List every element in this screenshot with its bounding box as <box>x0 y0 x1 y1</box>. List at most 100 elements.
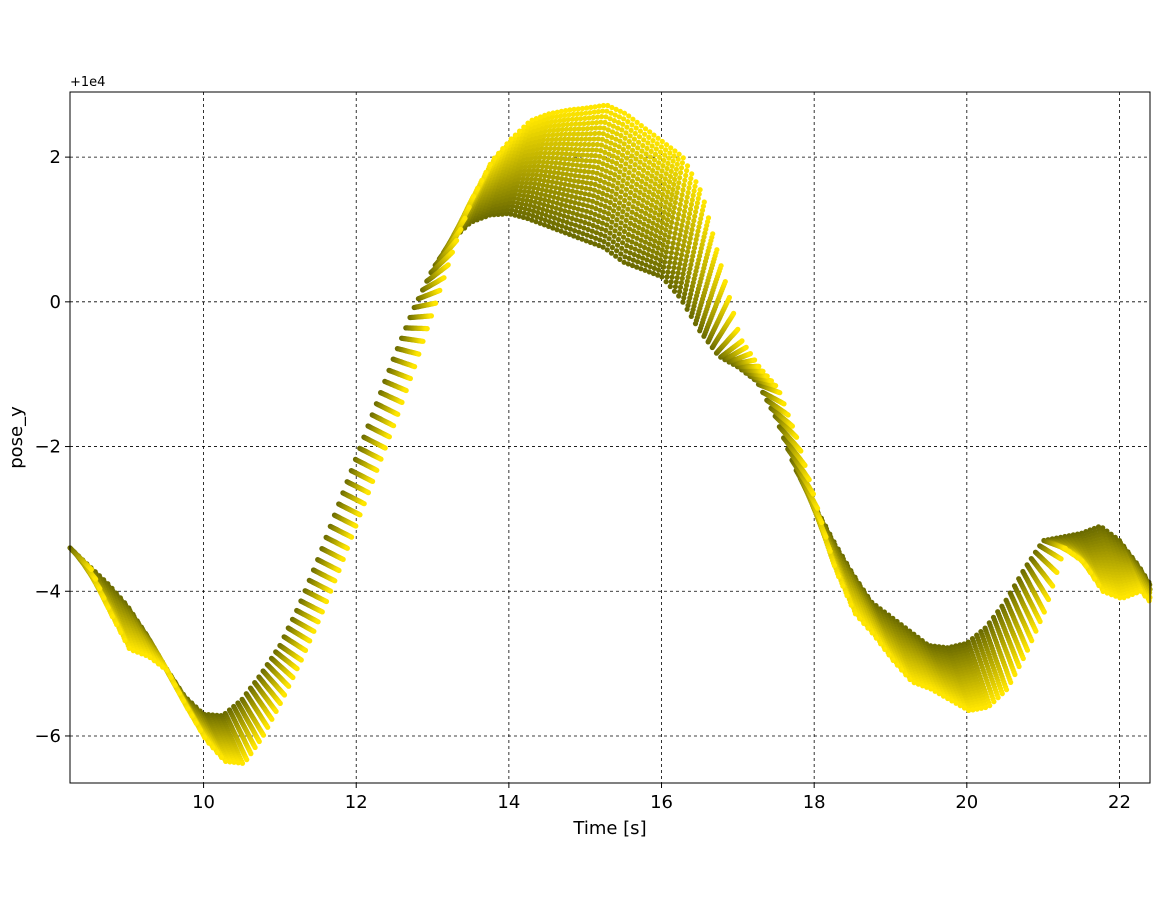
data-point <box>617 169 623 175</box>
data-point <box>605 216 611 222</box>
data-point <box>537 196 544 202</box>
data-point <box>679 247 686 253</box>
data-point <box>678 256 684 262</box>
data-point <box>578 218 584 224</box>
data-point <box>666 234 672 240</box>
data-point <box>620 178 626 184</box>
data-point <box>525 193 531 199</box>
data-point <box>525 215 531 222</box>
data-point <box>602 233 608 239</box>
data-point <box>590 222 596 229</box>
data-point <box>559 223 565 229</box>
data-point <box>677 232 683 238</box>
data-point <box>622 223 628 229</box>
data-point <box>520 214 527 220</box>
data-point <box>530 208 537 214</box>
data-point <box>616 200 623 206</box>
data-point <box>630 257 637 263</box>
data-point <box>647 236 654 242</box>
data-point <box>519 201 525 207</box>
data-point <box>622 192 629 198</box>
data-point <box>553 205 559 211</box>
data-point <box>683 229 689 235</box>
data-point <box>552 210 559 216</box>
data-point <box>619 214 625 220</box>
data-point <box>624 212 630 218</box>
data-point <box>672 284 679 290</box>
data-point <box>534 214 540 220</box>
data-point <box>625 150 631 156</box>
data-point <box>545 203 551 209</box>
data-point <box>687 206 694 212</box>
data-point <box>681 238 687 244</box>
data-point <box>610 239 616 245</box>
data-point <box>626 201 632 207</box>
data-point <box>691 218 697 224</box>
data-point <box>533 195 539 201</box>
data-point <box>634 235 640 241</box>
data-point <box>683 287 689 293</box>
data-point <box>620 240 626 246</box>
data-point <box>597 237 603 243</box>
data-point <box>692 213 698 219</box>
data-point <box>606 236 612 242</box>
data-point <box>686 215 692 221</box>
data-point <box>676 293 682 299</box>
data-point <box>659 274 665 280</box>
data-point <box>512 212 518 218</box>
data-point <box>535 209 541 216</box>
data-point <box>565 214 571 220</box>
data-point <box>676 265 682 271</box>
data-point <box>670 186 676 193</box>
data-point <box>516 192 523 198</box>
data-point <box>543 212 549 218</box>
data-point <box>596 242 602 249</box>
data-point <box>690 222 696 228</box>
data-point <box>657 257 664 263</box>
data-point <box>677 261 683 267</box>
data-point <box>671 265 677 271</box>
data-point <box>558 201 565 208</box>
data-point <box>638 237 644 243</box>
data-point <box>562 208 568 214</box>
data-point <box>680 218 686 224</box>
data-point <box>688 291 694 297</box>
data-point <box>656 262 663 268</box>
data-point <box>542 217 548 223</box>
data-point <box>509 203 516 209</box>
data-point <box>645 252 651 258</box>
data-point <box>621 259 627 265</box>
data-point <box>546 198 552 204</box>
data-point <box>619 183 625 189</box>
data-point <box>651 243 657 249</box>
data-point <box>673 255 679 261</box>
data-point <box>673 251 680 257</box>
data-point <box>550 225 556 231</box>
data-point <box>683 258 689 264</box>
data-point <box>594 224 601 230</box>
data-point <box>517 188 523 194</box>
data-point <box>631 228 637 234</box>
data-point <box>560 218 566 224</box>
data-point <box>589 204 595 210</box>
data-point <box>551 215 558 221</box>
data-point <box>563 197 570 204</box>
data-point <box>678 227 684 233</box>
data-point <box>650 248 656 254</box>
data-point <box>558 228 564 234</box>
data-point <box>536 200 543 206</box>
data-point <box>674 190 680 196</box>
data-point <box>638 266 644 272</box>
data-point <box>622 166 628 172</box>
data-point <box>679 222 685 228</box>
data-point <box>647 241 653 247</box>
data-point <box>677 284 684 290</box>
data-point <box>619 245 625 251</box>
data-point <box>673 226 679 232</box>
data-point <box>563 225 569 231</box>
data-point <box>591 217 597 223</box>
data-point <box>517 209 523 215</box>
data-point <box>667 202 673 208</box>
data-point <box>676 206 683 212</box>
